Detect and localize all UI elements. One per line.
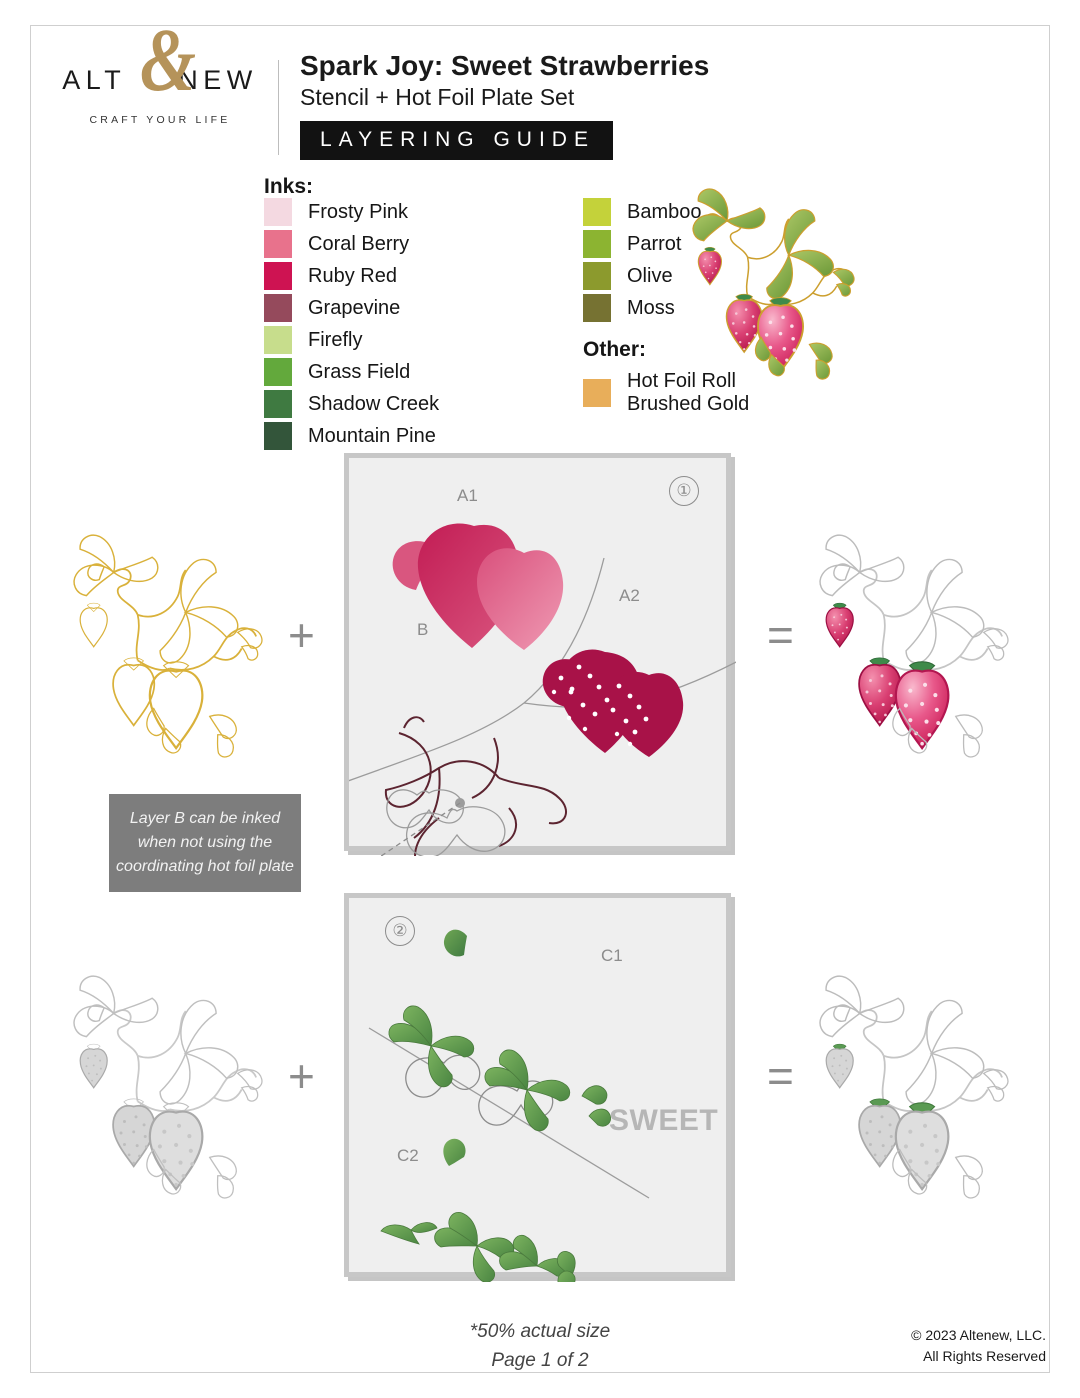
svg-text:&: & xyxy=(140,9,196,109)
